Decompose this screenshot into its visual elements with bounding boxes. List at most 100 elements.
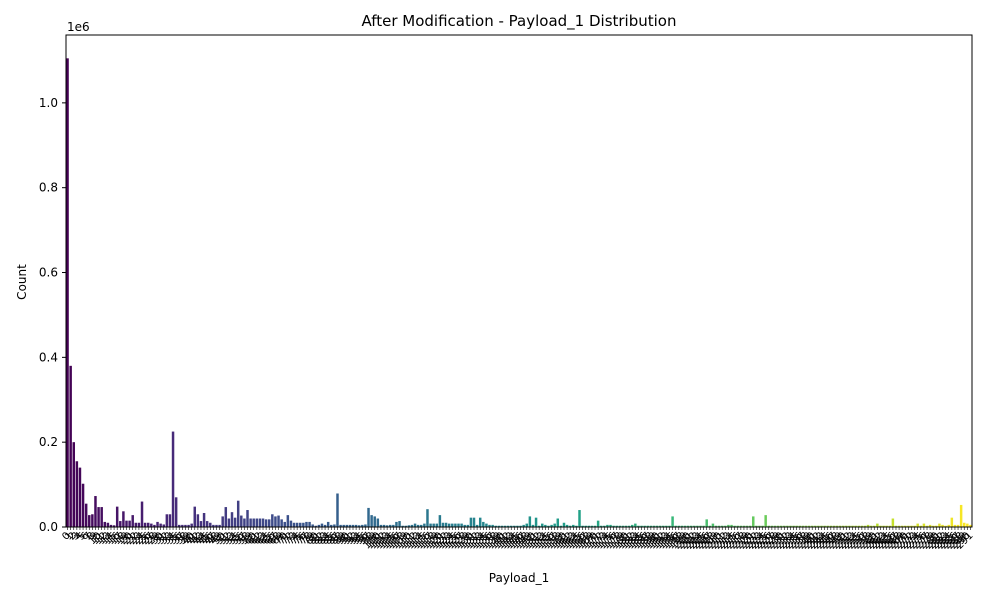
bar-258 xyxy=(866,524,870,527)
bar-59 xyxy=(249,518,252,527)
bar-179 xyxy=(621,525,625,527)
bar-44 xyxy=(202,513,206,527)
bar-135 xyxy=(485,523,488,527)
bar-69 xyxy=(280,519,283,527)
bar-146 xyxy=(519,525,522,527)
bar-51 xyxy=(224,507,228,527)
bar-123 xyxy=(447,523,451,527)
bar-222 xyxy=(755,525,758,527)
bar-240 xyxy=(810,525,814,527)
bar-218 xyxy=(742,525,746,527)
bar-174 xyxy=(606,524,609,527)
bar-189 xyxy=(652,525,656,527)
bar-109 xyxy=(404,525,407,527)
bar-141 xyxy=(503,525,507,527)
bar-83 xyxy=(323,524,327,527)
bar-74 xyxy=(295,522,299,527)
bar-127 xyxy=(460,523,463,527)
bar-39 xyxy=(187,524,190,527)
bar-52 xyxy=(227,518,231,527)
bar-263 xyxy=(882,525,885,527)
bar-118 xyxy=(432,523,435,527)
bar-185 xyxy=(640,525,643,527)
bar-265 xyxy=(888,525,892,527)
bar-254 xyxy=(854,525,857,527)
bar-82 xyxy=(320,523,324,527)
bar-55 xyxy=(236,500,240,527)
bar-212 xyxy=(724,525,727,527)
bar-66 xyxy=(271,514,274,527)
bar-288 xyxy=(959,504,963,527)
bar-58 xyxy=(246,510,249,527)
bar-128 xyxy=(463,524,466,527)
bar-152 xyxy=(537,525,541,527)
bar-13 xyxy=(106,522,110,527)
bar-70 xyxy=(283,521,286,527)
bar-62 xyxy=(258,518,262,527)
bar-187 xyxy=(646,525,649,527)
bar-20 xyxy=(128,520,131,527)
bar-102 xyxy=(382,524,386,527)
bar-223 xyxy=(758,525,761,527)
bar-257 xyxy=(863,525,867,527)
bar-139 xyxy=(497,525,501,527)
bar-26 xyxy=(146,522,150,527)
bar-256 xyxy=(860,525,864,527)
bar-248 xyxy=(835,525,839,527)
bar-41 xyxy=(193,506,196,527)
bar-19 xyxy=(125,520,128,527)
bar-262 xyxy=(879,525,882,527)
bar-24 xyxy=(140,501,144,527)
bar-281 xyxy=(938,523,941,527)
bar-201 xyxy=(689,525,693,527)
bar-80 xyxy=(314,525,318,527)
bar-29 xyxy=(156,521,159,527)
bar-79 xyxy=(311,524,314,527)
bar-23 xyxy=(137,522,141,527)
bar-25 xyxy=(143,522,147,527)
bar-163 xyxy=(572,524,575,527)
bar-10 xyxy=(97,507,100,527)
bar-17 xyxy=(119,521,122,527)
y-scale-multiplier: 1e6 xyxy=(67,20,90,34)
y-tick-label: 0.8 xyxy=(39,181,58,195)
bar-122 xyxy=(444,522,448,527)
bar-18 xyxy=(122,511,125,527)
bar-170 xyxy=(593,525,597,527)
bar-276 xyxy=(922,523,926,527)
bar-229 xyxy=(776,525,780,527)
bar-192 xyxy=(662,525,665,527)
bar-45 xyxy=(205,521,209,527)
bar-103 xyxy=(385,525,389,527)
bar-220 xyxy=(748,525,752,527)
bar-156 xyxy=(550,524,553,527)
bar-165 xyxy=(578,510,581,527)
bar-115 xyxy=(423,523,426,527)
bar-143 xyxy=(510,525,513,527)
bar-260 xyxy=(873,525,876,527)
bar-283 xyxy=(944,525,947,527)
bar-56 xyxy=(240,515,243,527)
bar-195 xyxy=(671,516,674,527)
plot-frame xyxy=(65,34,973,528)
bar-31 xyxy=(162,524,165,527)
bar-181 xyxy=(627,525,631,527)
bar-253 xyxy=(851,525,854,527)
bar-16 xyxy=(115,506,119,527)
bar-234 xyxy=(792,525,795,527)
bar-154 xyxy=(544,524,547,527)
bar-221 xyxy=(752,516,755,527)
bar-11 xyxy=(100,507,103,527)
bar-278 xyxy=(928,524,932,527)
bar-35 xyxy=(174,497,178,527)
bar-177 xyxy=(615,525,618,527)
x-axis-label: Payload_1 xyxy=(489,571,549,585)
bar-197 xyxy=(677,525,681,527)
bar-43 xyxy=(199,521,203,527)
bar-249 xyxy=(838,525,842,527)
bar-133 xyxy=(478,517,482,527)
bar-131 xyxy=(472,517,476,527)
bar-214 xyxy=(730,524,733,527)
bar-47 xyxy=(212,524,215,527)
bar-12 xyxy=(103,521,107,527)
